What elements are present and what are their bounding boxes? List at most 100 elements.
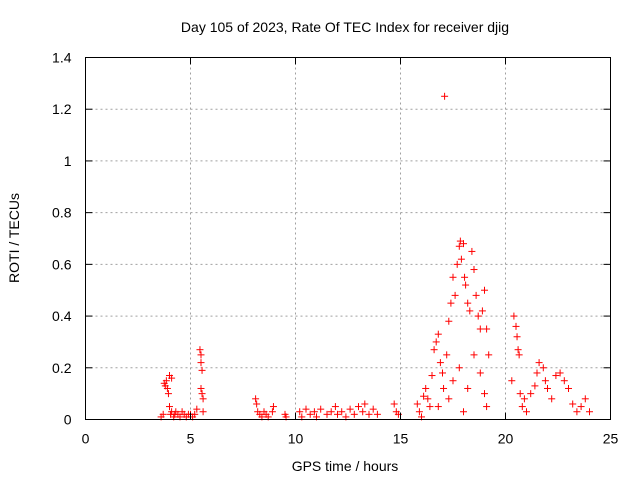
x-tick-labels: 0 5 10 15 20 25 xyxy=(82,431,619,447)
data-point xyxy=(523,408,530,416)
data-point xyxy=(464,384,472,392)
data-point xyxy=(310,408,318,416)
data-point xyxy=(470,351,478,359)
data-point xyxy=(535,359,543,367)
y-tick-labels: 0 0.2 0.4 0.6 0.8 1 1.2 1.4 xyxy=(52,50,72,428)
data-point xyxy=(569,400,577,408)
data-point xyxy=(449,377,457,385)
data-point xyxy=(481,286,488,294)
data-point xyxy=(518,403,526,411)
data-point xyxy=(516,390,524,398)
data-point xyxy=(513,333,521,341)
data-point xyxy=(346,405,354,413)
data-point xyxy=(350,410,358,418)
data-point xyxy=(162,377,170,385)
data-point xyxy=(390,400,398,408)
data-point xyxy=(449,273,457,281)
chart-title: Day 105 of 2023, Rate Of TEC Index for r… xyxy=(181,19,509,35)
data-point xyxy=(197,351,205,359)
data-point xyxy=(483,325,491,333)
y-tick-label: 0.2 xyxy=(52,360,72,376)
data-point xyxy=(168,374,176,382)
data-point xyxy=(573,408,581,416)
data-point xyxy=(441,92,449,100)
data-point xyxy=(361,400,369,408)
data-point xyxy=(198,390,206,398)
data-point xyxy=(470,266,478,274)
data-point xyxy=(476,325,484,333)
data-point xyxy=(422,384,430,392)
data-point xyxy=(428,372,436,380)
data-point xyxy=(476,369,484,377)
x-tick-label: 25 xyxy=(603,431,619,447)
y-tick-label: 0.6 xyxy=(52,256,72,272)
data-point xyxy=(445,395,453,403)
data-point xyxy=(430,346,438,354)
data-point xyxy=(413,400,421,408)
data-point xyxy=(166,403,173,411)
data-point xyxy=(520,395,528,403)
data-point xyxy=(420,392,428,400)
data-point xyxy=(317,405,325,413)
data-point xyxy=(468,247,476,255)
x-tick-label: 5 xyxy=(187,431,195,447)
data-point xyxy=(355,403,362,411)
data-point xyxy=(548,395,556,403)
data-point xyxy=(472,291,480,299)
data-point xyxy=(527,390,535,398)
data-point xyxy=(544,384,551,392)
data-point xyxy=(432,338,440,346)
data-point xyxy=(440,384,448,392)
data-point xyxy=(426,403,434,411)
data-point xyxy=(565,384,572,392)
data-point xyxy=(199,408,207,416)
data-point xyxy=(253,400,261,408)
data-point xyxy=(512,322,520,330)
data-point xyxy=(577,403,585,411)
y-tick-label: 0.4 xyxy=(52,308,72,324)
data-point xyxy=(373,410,381,418)
data-point xyxy=(531,382,539,390)
x-tick-label: 20 xyxy=(498,431,514,447)
data-point xyxy=(478,307,486,315)
data-point xyxy=(323,410,331,418)
data-point xyxy=(365,410,373,418)
data-point xyxy=(508,377,516,385)
y-tick-label: 0 xyxy=(64,412,72,428)
data-point xyxy=(269,403,277,411)
data-point xyxy=(306,410,314,418)
data-point xyxy=(196,346,204,354)
x-tick-label: 10 xyxy=(288,431,304,447)
data-point xyxy=(514,346,522,354)
y-axis-title: ROTI / TECUs xyxy=(6,193,22,283)
data-point xyxy=(461,273,469,281)
data-point xyxy=(164,390,172,398)
data-point xyxy=(445,317,453,325)
y-tick-label: 1.2 xyxy=(52,101,72,117)
data-point xyxy=(586,408,593,416)
data-point xyxy=(515,351,523,359)
axis-ticks xyxy=(85,57,611,420)
data-point xyxy=(424,395,432,403)
x-tick-label: 0 xyxy=(82,431,90,447)
y-tick-label: 0.8 xyxy=(52,205,72,221)
plot-frame xyxy=(85,57,611,420)
data-point xyxy=(581,395,589,403)
data-point xyxy=(539,364,547,372)
y-tick-label: 1.4 xyxy=(52,50,72,66)
data-point xyxy=(443,351,451,359)
data-point xyxy=(359,408,367,416)
data-point xyxy=(552,372,560,380)
data-point xyxy=(510,312,518,320)
x-axis-title: GPS time / hours xyxy=(292,458,399,474)
data-point xyxy=(434,403,442,411)
data-point xyxy=(331,403,339,411)
data-point xyxy=(268,408,276,416)
data-point xyxy=(163,384,171,392)
y-tick-label: 1 xyxy=(64,153,72,169)
grid xyxy=(85,57,611,420)
data-point xyxy=(191,410,199,418)
data-point xyxy=(560,377,568,385)
data-point xyxy=(439,369,446,377)
